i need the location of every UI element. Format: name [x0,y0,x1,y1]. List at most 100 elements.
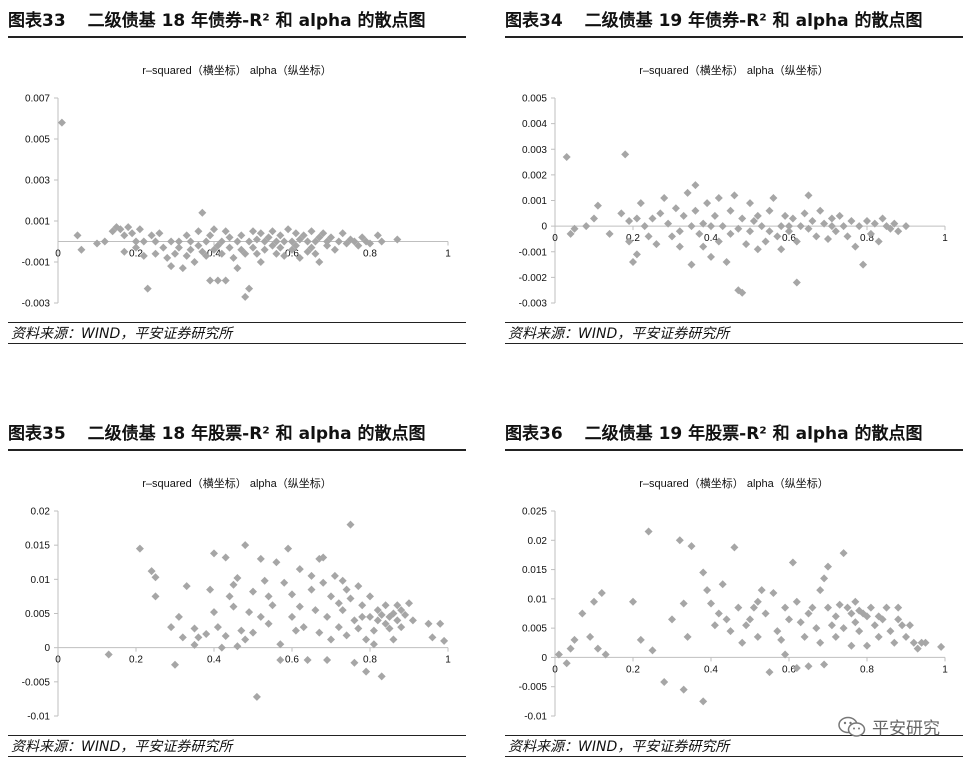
scatter-point [155,229,164,238]
scatter-point [827,222,836,231]
y-tick-label: 0.004 [522,119,547,130]
scatter-point [393,616,402,625]
scatter-point [393,235,402,244]
scatter-point [679,599,688,608]
scatter-point [366,592,374,601]
scatter-point [605,229,614,238]
scatter-chart: r–squared（横坐标） alpha（纵坐标） 0.025 0.02 0.015 0… [519,476,949,723]
scatter-point [808,603,817,612]
scatter-point [319,229,328,238]
scatter-point [851,242,860,251]
scatter-point [625,237,634,246]
scatter-point [554,650,563,659]
scatter-point [648,214,657,223]
scatter-point [120,247,129,256]
scatter-point [311,606,320,615]
scatter-point [566,229,575,238]
scatter-point [323,655,332,664]
source-rule-bottom [8,756,466,757]
y-tick-label: 0.003 [522,145,547,156]
scatter-point [190,258,199,266]
wechat-icon [838,716,866,737]
scatter-point [405,599,413,608]
scatter-point [330,245,339,254]
scatter-point [295,565,304,574]
chart-title: r–squared（横坐标） alpha（纵坐标） [639,63,829,77]
scatter-point [878,615,887,624]
scatter-point [295,253,304,262]
scatter-point [710,211,719,220]
scatter-point [796,618,805,627]
scatter-point [252,249,261,258]
scatter-point [773,232,782,241]
scatter-point [707,599,715,608]
scatter-point [847,609,856,618]
scatter-point [742,240,751,249]
scatter-point [734,224,743,233]
scatter-point [839,222,848,231]
scatter-point [206,231,215,240]
scatter-point [578,609,587,618]
scatter-point [249,628,257,637]
scatter-point [792,278,801,287]
scatter-point [714,237,723,246]
scatter-point [436,619,445,628]
x-tick-label: 0.6 [782,664,796,675]
scatter-point [202,251,211,260]
scatter-point [695,229,704,238]
scatter-point [213,623,222,632]
y-tick-label: 0 [44,643,50,654]
scatter-point [827,214,836,223]
scatter-point [765,227,774,236]
scatter-point [785,227,793,236]
scatter-point [847,641,856,650]
scatter-point [202,630,211,638]
y-tick-label: 0 [541,222,547,233]
scatter-point [824,562,832,571]
scatter-point [714,609,723,618]
scatter-point [675,227,684,236]
scatter-point [851,597,860,606]
scatter-point [346,594,355,603]
source-note: 资料来源：WIND，平安证券研究所 [11,326,233,342]
scatter-point [644,527,653,536]
scatter-point [276,243,285,252]
scatter-point [182,231,191,240]
scatter-point [225,592,234,601]
watermark-text: 平安研究 [872,719,940,739]
scatter-point [252,692,261,701]
scatter-point [753,632,762,641]
scatter-point [225,243,234,252]
scatter-point [303,655,312,664]
y-tick-label: 0.025 [522,507,547,518]
scatter-point [327,635,335,644]
scatter-point [804,662,813,671]
scatter-point [354,624,363,633]
scatter-point [389,635,398,644]
scatter-point [213,241,222,250]
x-tick-label: 0.4 [704,664,718,675]
scatter-point [679,685,688,694]
scatter-point [831,227,840,236]
scatter-point [788,558,797,567]
scatter-point [683,632,692,641]
y-tick-label: 0.005 [25,135,50,146]
scatter-point [280,237,289,246]
scatter-point [319,553,328,562]
y-tick-label: 0.002 [522,170,547,181]
scatter-point [757,222,766,231]
x-tick-label: 0 [55,249,61,260]
scatter-point [761,609,770,618]
scatter-point [393,601,402,610]
y-tick-label: 0.02 [31,507,51,518]
scatter-point [342,585,351,594]
scatter-point [699,697,708,706]
scatter-point [730,543,739,552]
scatter-point [369,626,378,635]
scatter-point [679,211,688,220]
scatter-point [617,209,626,218]
scatter-point [816,638,825,647]
scatter-point [753,245,762,254]
scatter-point [233,642,242,651]
title-rule [8,449,466,451]
